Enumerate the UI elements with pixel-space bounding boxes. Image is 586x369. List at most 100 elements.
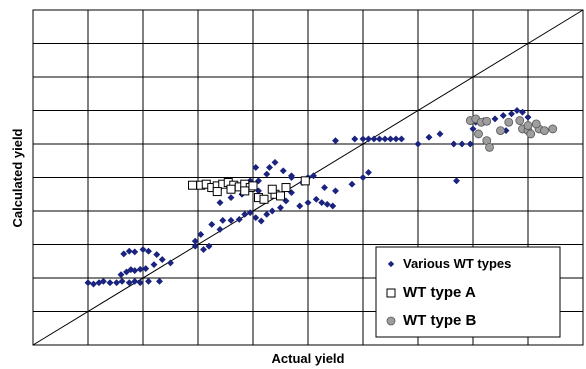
data-point-diamond: [150, 261, 158, 269]
data-point-diamond: [359, 135, 367, 143]
data-point-diamond: [518, 108, 527, 116]
data-point-square: [300, 176, 310, 186]
data-point-circle: [540, 126, 549, 136]
data-point-circle: [474, 129, 483, 139]
legend-items: Various WT types WT type A WT type B: [386, 256, 511, 329]
data-point-square: [188, 180, 197, 190]
data-point-square: [212, 187, 222, 197]
data-point-diamond: [131, 248, 139, 256]
data-point-diamond: [276, 204, 285, 212]
data-point-square: [240, 186, 250, 196]
data-point-diamond: [320, 183, 329, 192]
legend-marker-diamond: [387, 260, 395, 268]
data-point-diamond: [375, 135, 384, 143]
data-point-diamond: [197, 230, 205, 239]
data-point-diamond: [191, 242, 199, 250]
data-point-diamond: [329, 202, 337, 210]
data-point-circle: [531, 119, 541, 129]
data-point-diamond: [125, 247, 133, 255]
data-points: [84, 106, 558, 288]
data-point-diamond: [296, 202, 304, 210]
data-point-diamond: [117, 271, 125, 279]
data-point-circle: [485, 142, 494, 152]
data-point-diamond: [158, 256, 166, 264]
data-point-diamond: [524, 113, 532, 121]
data-point-diamond: [318, 199, 326, 207]
data-point-diamond: [263, 210, 271, 218]
data-point-diamond: [125, 279, 133, 287]
data-point-diamond: [142, 265, 150, 273]
data-point-diamond: [331, 137, 340, 145]
data-point-diamond: [205, 242, 213, 250]
data-point-diamond: [131, 277, 139, 285]
data-point-diamond: [99, 277, 107, 285]
data-point-diamond: [312, 195, 320, 203]
data-point-diamond: [136, 279, 144, 287]
data-point-circle: [482, 116, 492, 126]
data-point-square: [267, 184, 277, 194]
legend-label: Various WT types: [403, 256, 511, 271]
data-point-diamond: [252, 163, 260, 172]
data-point-diamond: [348, 180, 356, 188]
data-point-diamond: [436, 130, 444, 138]
data-point-diamond: [265, 163, 274, 172]
data-point-diamond: [287, 172, 296, 180]
data-point-diamond: [144, 277, 153, 285]
data-point-diamond: [84, 279, 92, 287]
data-point-diamond: [219, 216, 227, 224]
data-point-diamond: [499, 111, 507, 120]
data-point-diamond: [351, 135, 359, 143]
data-point-diamond: [118, 277, 126, 285]
data-point-diamond: [271, 158, 279, 166]
data-point-diamond: [216, 199, 224, 207]
legend-marker-circle: [386, 316, 396, 326]
data-point-diamond: [381, 135, 389, 143]
data-point-diamond: [323, 200, 331, 208]
data-point-circle: [523, 121, 533, 130]
data-point-diamond: [466, 140, 474, 148]
data-point-diamond: [144, 247, 153, 255]
x-axis-title: Actual yield: [272, 351, 345, 366]
data-point-diamond: [425, 133, 433, 141]
data-point-circle: [515, 116, 525, 125]
data-point-diamond: [364, 135, 373, 143]
legend: Various WT types WT type A WT type B: [375, 246, 561, 338]
data-point-diamond: [191, 237, 199, 245]
legend-box: [375, 246, 561, 338]
legend-marker-square: [386, 288, 396, 298]
data-point-square: [248, 181, 258, 191]
data-point-circle: [548, 124, 558, 134]
data-point-diamond: [370, 135, 378, 143]
data-point-diamond: [113, 279, 121, 287]
data-point-diamond: [392, 135, 400, 143]
legend-label: WT type B: [403, 312, 476, 329]
data-point-diamond: [153, 250, 161, 259]
data-point-diamond: [139, 245, 147, 254]
data-point-diamond: [414, 140, 422, 148]
data-point-diamond: [136, 265, 144, 273]
data-point-diamond: [227, 216, 235, 224]
data-point-diamond: [235, 215, 243, 223]
data-point-diamond: [450, 140, 458, 148]
data-point-diamond: [491, 115, 499, 123]
data-point-diamond: [227, 194, 235, 202]
data-point-diamond: [216, 225, 224, 233]
data-point-diamond: [507, 110, 516, 118]
data-point-diamond: [120, 250, 128, 258]
data-point-diamond: [208, 220, 216, 228]
data-point-diamond: [166, 259, 175, 267]
data-point-circle: [496, 126, 505, 136]
data-point-diamond: [155, 277, 164, 285]
data-point-diamond: [386, 135, 395, 143]
data-point-diamond: [246, 209, 254, 217]
data-point-diamond: [279, 167, 287, 175]
data-point-square: [276, 191, 285, 201]
data-point-square: [281, 183, 291, 193]
data-point-diamond: [252, 214, 260, 222]
data-point-diamond: [469, 125, 477, 133]
data-point-circle: [526, 129, 536, 139]
data-point-diamond: [452, 177, 461, 185]
data-point-square: [226, 184, 236, 194]
data-point-diamond: [397, 135, 406, 143]
